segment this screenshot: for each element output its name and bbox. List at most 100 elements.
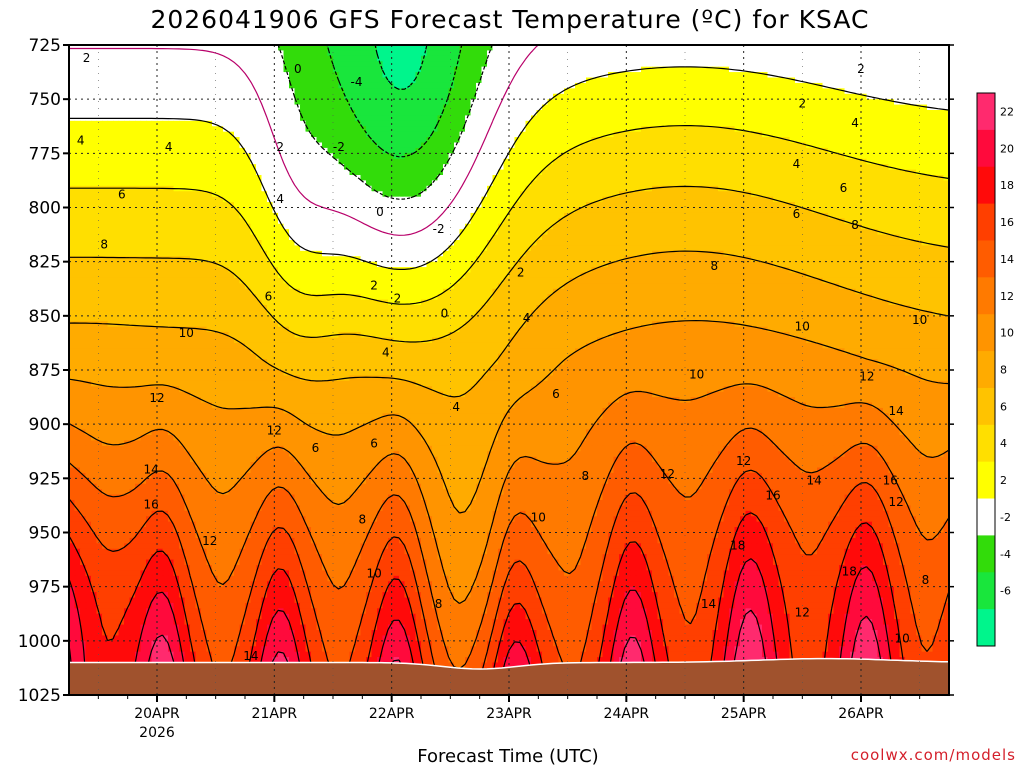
contour-label: 6: [118, 188, 126, 202]
contour-label: 4: [382, 346, 390, 360]
colorbar-swatch: [977, 535, 995, 572]
contour-label: 6: [370, 437, 378, 451]
colorbar-swatch: [977, 499, 995, 536]
contour-label: 14: [243, 649, 258, 663]
contour-label: 6: [552, 387, 560, 401]
x-tick-year-label: 2026: [139, 725, 175, 741]
contour-label: 12: [267, 424, 282, 438]
x-tick-label: 22APR: [369, 706, 415, 722]
contour-label: 6: [265, 289, 273, 303]
colorbar-swatch: [977, 277, 995, 314]
contour-label: 6: [793, 207, 801, 221]
colorbar-swatch: [977, 388, 995, 425]
x-axis-label: Forecast Time (UTC): [417, 746, 598, 767]
contour-label: 0: [376, 205, 384, 219]
x-tick-label: 25APR: [721, 706, 767, 722]
y-tick-label: 800: [29, 199, 61, 219]
contour-label: 8: [435, 597, 443, 611]
contour-label: 4: [77, 133, 85, 147]
colorbar-swatch: [977, 425, 995, 462]
y-tick-label: 825: [29, 253, 61, 273]
y-tick-label: 925: [29, 469, 61, 489]
y-tick-label: 975: [29, 578, 61, 598]
contour-label: 12: [660, 467, 675, 481]
contour-label: 18: [730, 539, 745, 553]
contour-label: 8: [358, 513, 366, 527]
contour-label: 16: [143, 497, 158, 511]
y-tick-label: 950: [29, 524, 61, 544]
colorbar-label: -6: [1000, 585, 1011, 598]
x-tick-label: 20APR: [134, 706, 180, 722]
contour-label: 10: [795, 320, 810, 334]
contour-label: 4: [523, 311, 531, 325]
credit-text: coolwx.com/models: [851, 746, 1016, 764]
contour-label: 12: [202, 534, 217, 548]
colorbar-label: 2: [1000, 474, 1007, 487]
colorbar-label: 14: [1000, 253, 1014, 266]
contour-label: 18: [842, 565, 857, 579]
contour-label: 12: [736, 454, 751, 468]
colorbar-label: 4: [1000, 437, 1007, 450]
colorbar-label: 20: [1000, 142, 1014, 155]
colorbar-swatch: [977, 240, 995, 277]
contour-label: 16: [883, 474, 898, 488]
contour-label: 4: [452, 400, 460, 414]
contour-label: -4: [351, 75, 363, 89]
colorbar-label: 8: [1000, 364, 1007, 377]
colorbar-swatch: [977, 204, 995, 241]
contour-label: 12: [859, 370, 874, 384]
contour-label: 2: [83, 51, 91, 65]
contour-label: 6: [312, 441, 320, 455]
contour-label: 14: [143, 463, 158, 477]
contour-label: -2: [333, 140, 345, 154]
y-tick-label: 850: [29, 307, 61, 327]
y-tick-label: 725: [29, 36, 61, 56]
colorbar-swatch: [977, 609, 995, 646]
colorbar-label: -4: [1000, 548, 1011, 561]
contour-label: 4: [165, 140, 173, 154]
colorbar-label: 22: [1000, 105, 1014, 118]
contour-label: 4: [851, 116, 859, 130]
contour-label: 10: [689, 367, 704, 381]
colorbar-label: 16: [1000, 216, 1014, 229]
colorbar-swatch: [977, 93, 995, 130]
chart-title: 2026041906 GFS Forecast Temperature (ºC)…: [150, 5, 869, 34]
colorbar-swatch: [977, 572, 995, 609]
colorbar-label: -2: [1000, 511, 1011, 524]
contour-label: 8: [100, 237, 108, 251]
colorbar-label: 6: [1000, 400, 1007, 413]
contour-label: 8: [710, 259, 718, 273]
contour-label: 6: [840, 181, 848, 195]
y-tick-label: 1025: [18, 686, 61, 706]
colorbar-swatch: [977, 351, 995, 388]
contour-label: 2: [276, 140, 284, 154]
contour-label: 14: [889, 404, 904, 418]
contour-label: 8: [581, 469, 589, 483]
temperature-chart: 2026041906 GFS Forecast Temperature (ºC)…: [0, 0, 1024, 768]
contour-label: 2: [798, 97, 806, 111]
contour-label: 14: [806, 474, 821, 488]
contour-label: 14: [701, 597, 716, 611]
x-tick-label: 24APR: [604, 706, 650, 722]
contour-label: 0: [441, 307, 449, 321]
x-tick-label: 26APR: [838, 706, 884, 722]
y-tick-label: 900: [29, 415, 61, 435]
contour-label: 10: [366, 567, 381, 581]
colorbar-swatch: [977, 314, 995, 351]
x-tick-label: 21APR: [252, 706, 298, 722]
y-tick-label: 875: [29, 361, 61, 381]
contour-label: 4: [793, 157, 801, 171]
contour-label: 2: [517, 266, 525, 280]
contour-label: 10: [531, 510, 546, 524]
contour-label: 4: [276, 192, 284, 206]
contour-label: 2: [370, 279, 378, 293]
colorbar-swatch: [977, 130, 995, 167]
contour-label: -2: [433, 222, 445, 236]
contour-label: 16: [765, 489, 780, 503]
contour-label: 2: [857, 62, 865, 76]
y-tick-label: 775: [29, 144, 61, 164]
contour-label: 10: [912, 313, 927, 327]
colorbar-label: 10: [1000, 327, 1014, 340]
x-tick-label: 23APR: [486, 706, 532, 722]
contour-label: 12: [149, 391, 164, 405]
